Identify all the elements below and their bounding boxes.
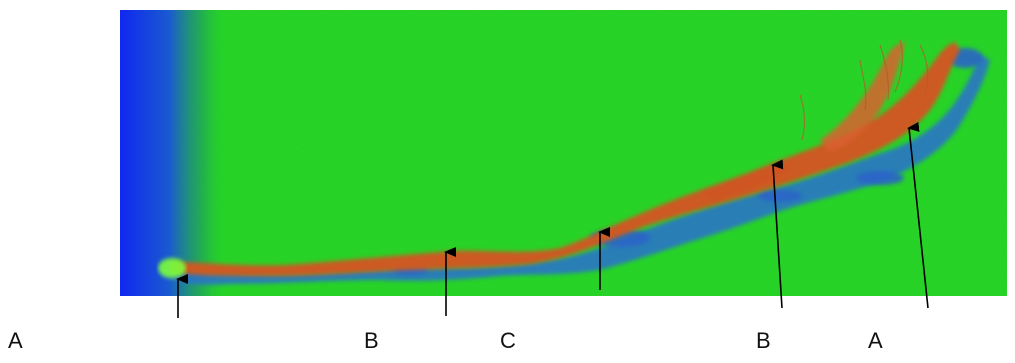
crack-start-blob [158,258,186,278]
label-b-right: B [756,328,771,353]
label-c: C [500,328,516,353]
label-b-left: B [364,328,379,353]
arrow-4 [771,159,784,309]
left-edge-blue [120,10,230,296]
crack-band [170,42,960,276]
label-a-right: A [868,328,883,353]
label-a-left: A [8,328,23,353]
arrow-5 [907,121,929,309]
hairline-fractures [799,39,929,141]
arrows [176,121,929,318]
